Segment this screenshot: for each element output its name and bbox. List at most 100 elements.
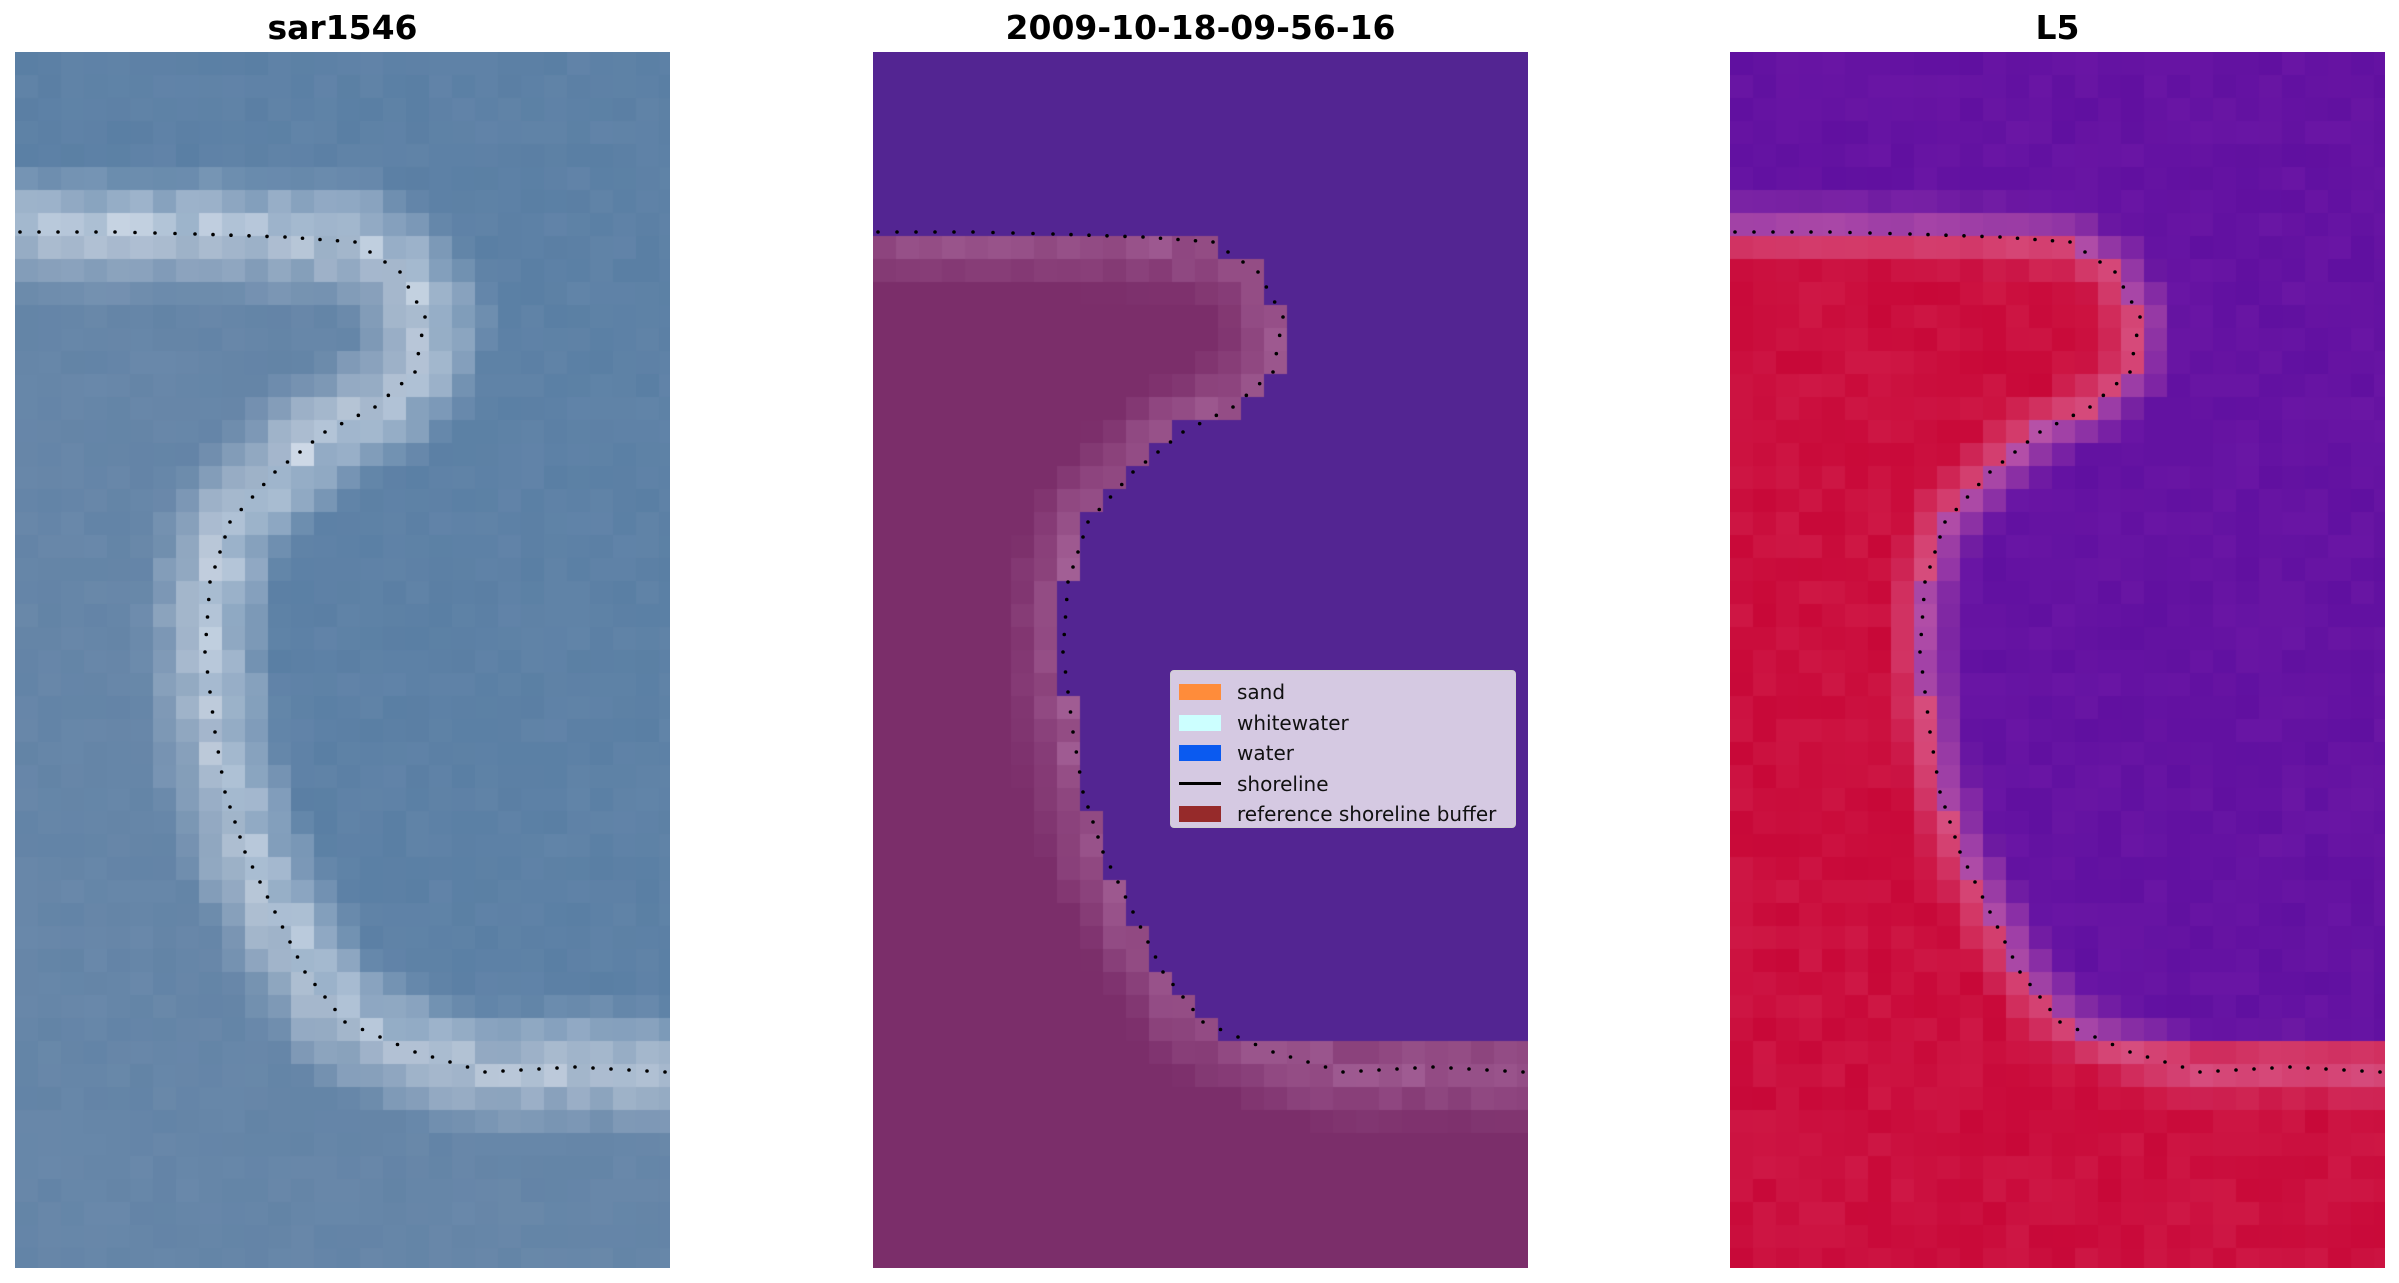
shoreline-point	[465, 1065, 470, 1069]
shoreline-point	[1934, 770, 1939, 774]
shoreline-point	[2038, 995, 2042, 999]
shoreline-point	[2216, 1069, 2220, 1073]
shoreline-point	[406, 285, 411, 289]
panel-title-classified: 2009-10-18-09-56-16	[1005, 8, 1396, 47]
shoreline-point	[1181, 995, 1185, 999]
legend-item-water: water	[1179, 738, 1507, 769]
shoreline-point	[373, 405, 377, 409]
shoreline-point	[56, 230, 60, 234]
shoreline-point	[1086, 520, 1090, 524]
shoreline-point	[1064, 597, 1069, 602]
legend-label: water	[1237, 741, 1294, 766]
shoreline-point	[663, 1070, 667, 1074]
shoreline-point	[2121, 285, 2126, 289]
shoreline-point	[285, 460, 290, 464]
shoreline-point	[1087, 233, 1091, 237]
shoreline-point	[2128, 370, 2132, 374]
shoreline-point	[2378, 1070, 2382, 1074]
shoreline-point	[2138, 315, 2142, 319]
shoreline-point	[1965, 495, 1970, 499]
shoreline-point	[1123, 234, 1127, 239]
shoreline-point	[303, 970, 307, 974]
shoreline-point	[1051, 232, 1055, 236]
shoreline-point	[1272, 300, 1277, 304]
shoreline-point	[1413, 1066, 1417, 1070]
shoreline-point	[2075, 1027, 2080, 1032]
shoreline-point	[1923, 690, 1927, 694]
shoreline-point	[113, 230, 117, 234]
shoreline-point	[609, 1067, 613, 1071]
shoreline-point	[1264, 285, 1269, 289]
shoreline-point	[1828, 230, 1832, 234]
shoreline-point	[1191, 1007, 1195, 1012]
shoreline-overlay	[876, 230, 1525, 1074]
shoreline-point	[205, 670, 210, 674]
shoreline-point	[2113, 270, 2117, 274]
shoreline-point	[1965, 865, 1970, 869]
shoreline-point	[1123, 895, 1128, 899]
shoreline-point	[368, 250, 372, 254]
shoreline-point	[1226, 250, 1230, 254]
shoreline-point	[1809, 230, 1813, 234]
shoreline-point	[1933, 550, 1937, 554]
shoreline-point	[2028, 982, 2032, 987]
shoreline-overlay	[18, 230, 667, 1074]
shoreline-point	[2098, 260, 2102, 264]
shoreline-point	[573, 1065, 577, 1069]
shoreline-point	[1926, 232, 1930, 237]
shoreline-point	[1288, 1055, 1293, 1059]
shoreline-point	[1077, 770, 1082, 774]
shoreline-point	[261, 482, 266, 487]
panel-title-index: L5	[2035, 8, 2080, 47]
shoreline-point	[1449, 1066, 1453, 1070]
shoreline-point	[211, 232, 215, 237]
shoreline-point	[645, 1069, 649, 1073]
shoreline-point	[519, 1068, 523, 1072]
shoreline-point	[1771, 230, 1775, 234]
panel-title-rgb: sar1546	[267, 8, 418, 47]
shoreline-point	[2054, 421, 2059, 426]
legend-swatch	[1179, 745, 1221, 762]
shoreline-point	[258, 880, 262, 884]
shoreline-point	[1998, 235, 2002, 239]
shoreline-point	[1141, 235, 1145, 239]
shoreline-point	[356, 413, 361, 418]
shoreline-point	[2234, 1068, 2238, 1072]
shoreline-point	[448, 1060, 452, 1064]
shoreline-point	[1131, 470, 1135, 474]
shoreline-point	[419, 333, 424, 338]
shoreline-point	[2033, 237, 2037, 242]
legend-item-reference-buffer: reference shoreline buffer	[1179, 799, 1507, 830]
shoreline-point	[323, 995, 327, 999]
shoreline-point	[1920, 615, 1925, 619]
shoreline-point	[398, 270, 402, 274]
shoreline-point	[1503, 1069, 1507, 1073]
shoreline-point	[1980, 234, 1984, 239]
shoreline-point	[273, 910, 277, 914]
shoreline-point	[2324, 1067, 2328, 1071]
shoreline-point	[1323, 1065, 1328, 1069]
shoreline-point	[2270, 1066, 2274, 1070]
shoreline-point	[238, 835, 242, 839]
shoreline-point	[288, 940, 292, 944]
shoreline-point	[18, 230, 22, 234]
shoreline-point	[229, 233, 233, 237]
shoreline-point	[2131, 351, 2136, 356]
shoreline-point	[2134, 333, 2139, 338]
shoreline-point	[1953, 835, 1957, 839]
shoreline-point	[1158, 236, 1163, 241]
shoreline-point	[1214, 413, 1219, 418]
shoreline-point	[250, 865, 255, 869]
shoreline-point	[395, 1042, 400, 1047]
shoreline-point	[1241, 260, 1245, 264]
shoreline-point	[133, 230, 137, 235]
shoreline-point	[2013, 450, 2017, 454]
shoreline-point	[537, 1067, 541, 1071]
shoreline-point	[1988, 910, 1992, 914]
legend-swatch	[1179, 806, 1221, 823]
shoreline-point	[2128, 1050, 2132, 1054]
shoreline-point	[247, 234, 251, 238]
shoreline-point	[1928, 730, 1932, 734]
shoreline-point	[378, 1035, 382, 1039]
legend-label: reference shoreline buffer	[1237, 802, 1497, 827]
